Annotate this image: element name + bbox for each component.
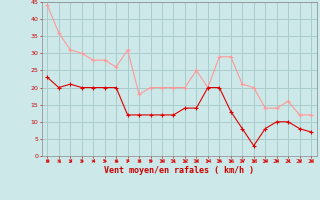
X-axis label: Vent moyen/en rafales ( km/h ): Vent moyen/en rafales ( km/h ) xyxy=(104,166,254,175)
